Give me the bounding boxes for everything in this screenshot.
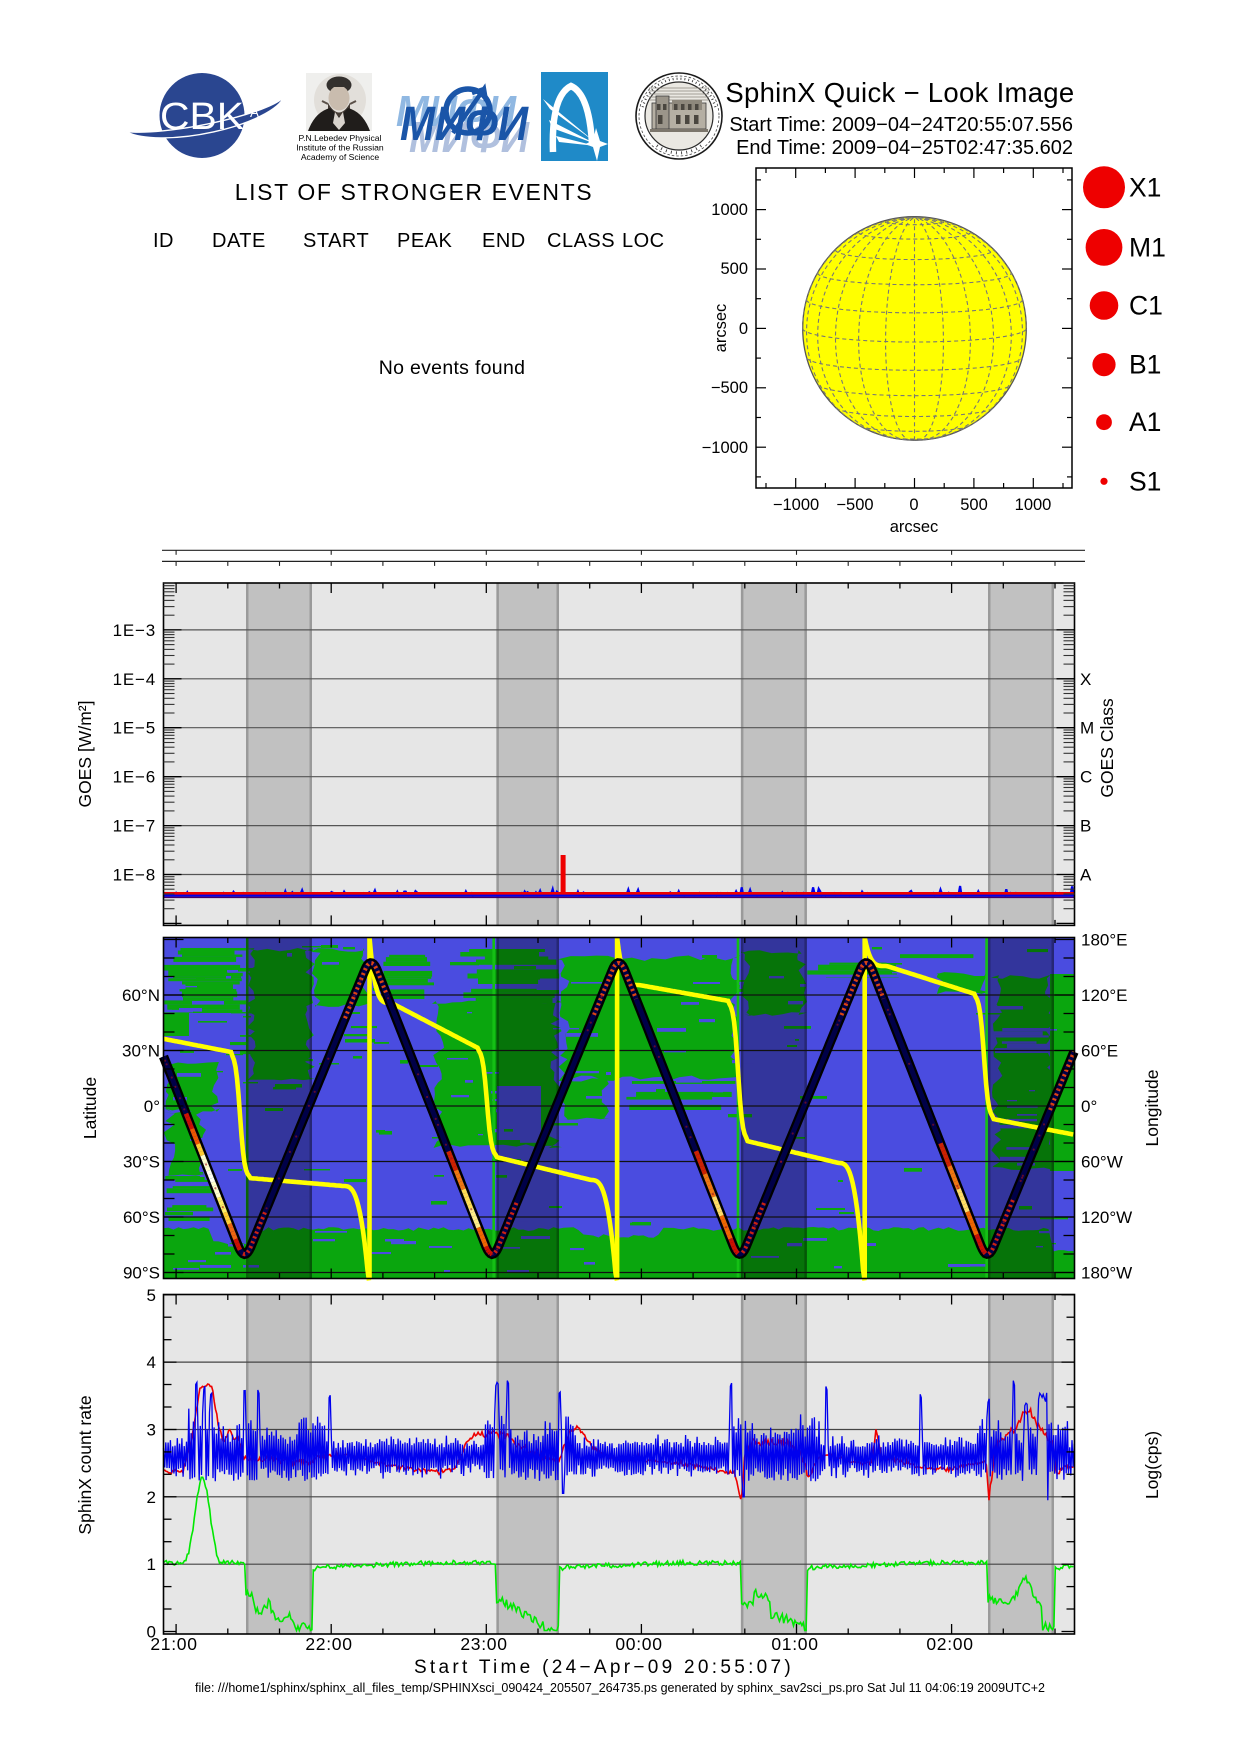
svg-text:1E−7: 1E−7	[113, 817, 156, 836]
svg-text:0°: 0°	[1081, 1097, 1097, 1116]
svg-text:60°N: 60°N	[122, 986, 160, 1005]
svg-text:5: 5	[147, 1286, 156, 1305]
svg-text:M: M	[1080, 719, 1095, 738]
svg-text:END: END	[482, 230, 526, 252]
svg-text:1E−6: 1E−6	[113, 768, 156, 787]
svg-text:30°S: 30°S	[123, 1153, 160, 1172]
svg-text:500: 500	[960, 496, 988, 514]
svg-text:1E−4: 1E−4	[113, 670, 156, 689]
svg-text:LIST OF STRONGER EVENTS: LIST OF STRONGER EVENTS	[235, 179, 593, 205]
svg-text:Start Time: 2009−04−24T20:55:0: Start Time: 2009−04−24T20:55:07.556	[729, 114, 1073, 136]
svg-text:LOC: LOC	[622, 230, 665, 252]
svg-text:Latitude: Latitude	[80, 1077, 100, 1139]
svg-text:GOES Class: GOES Class	[1097, 698, 1117, 797]
svg-text:3: 3	[147, 1421, 156, 1440]
svg-text:A1: A1	[1129, 407, 1161, 437]
svg-text:23:00: 23:00	[460, 1634, 507, 1654]
svg-text:0: 0	[739, 320, 748, 338]
svg-text:End Time: 2009−04−25T02:47:35.: End Time: 2009−04−25T02:47:35.602	[736, 137, 1073, 159]
svg-text:02:00: 02:00	[926, 1634, 973, 1654]
svg-text:N: N	[253, 118, 263, 133]
svg-text:0°: 0°	[144, 1097, 160, 1116]
svg-text:21:00: 21:00	[150, 1634, 197, 1654]
svg-text:B: B	[1080, 817, 1092, 836]
svg-text:180°W: 180°W	[1081, 1264, 1132, 1283]
svg-text:30°N: 30°N	[122, 1042, 160, 1061]
svg-text:Start Time (24−Apr−09 20:55:07: Start Time (24−Apr−09 20:55:07)	[414, 1657, 794, 1678]
svg-text:1E−8: 1E−8	[113, 866, 156, 885]
svg-text:Log(cps): Log(cps)	[1142, 1431, 1162, 1499]
svg-text:arcsec: arcsec	[712, 304, 730, 353]
svg-text:C1: C1	[1129, 291, 1163, 321]
svg-text:500: 500	[720, 260, 748, 278]
svg-text:2: 2	[147, 1488, 156, 1507]
svg-text:START: START	[303, 230, 369, 252]
svg-text:60°E: 60°E	[1081, 1042, 1118, 1061]
svg-text:01:00: 01:00	[771, 1634, 818, 1654]
svg-text:−500: −500	[836, 496, 873, 514]
svg-text:Institute of the Russian: Institute of the Russian	[296, 143, 384, 153]
svg-text:X: X	[1080, 670, 1092, 689]
svg-text:GOES [W/m²]: GOES [W/m²]	[75, 701, 95, 808]
svg-text:CLASS: CLASS	[547, 230, 615, 252]
svg-text:4: 4	[147, 1353, 156, 1372]
svg-text:ID: ID	[153, 230, 174, 252]
svg-text:SphinX count rate: SphinX count rate	[75, 1395, 95, 1534]
svg-text:SphinX Quick − Look Image: SphinX Quick − Look Image	[725, 77, 1074, 108]
svg-text:1: 1	[147, 1555, 156, 1574]
svg-text:90°S: 90°S	[123, 1264, 160, 1283]
svg-text:S1: S1	[1129, 466, 1161, 496]
svg-text:Academy of Science: Academy of Science	[301, 152, 380, 162]
svg-text:P.N.Lebedev Physical: P.N.Lebedev Physical	[299, 133, 382, 143]
svg-text:22:00: 22:00	[305, 1634, 352, 1654]
svg-text:120°W: 120°W	[1081, 1208, 1132, 1227]
svg-text:B1: B1	[1129, 350, 1161, 380]
svg-text:X1: X1	[1129, 172, 1161, 202]
svg-text:1E−5: 1E−5	[113, 719, 156, 738]
svg-text:60°W: 60°W	[1081, 1153, 1123, 1172]
svg-text:МИФИ: МИФИ	[400, 98, 529, 151]
svg-text:−500: −500	[711, 379, 748, 397]
svg-text:No events found: No events found	[379, 357, 526, 379]
svg-text:M1: M1	[1129, 232, 1166, 262]
svg-text:Longitude: Longitude	[1142, 1070, 1162, 1147]
svg-text:file: ///home1/sphinx/sphinx_a: file: ///home1/sphinx/sphinx_all_files_t…	[195, 1681, 1045, 1695]
svg-text:180°E: 180°E	[1081, 931, 1128, 950]
svg-text:A: A	[1080, 866, 1092, 885]
svg-text:00:00: 00:00	[615, 1634, 662, 1654]
svg-text:DATE: DATE	[212, 230, 266, 252]
svg-text:−1000: −1000	[773, 496, 819, 514]
svg-text:−1000: −1000	[702, 439, 748, 457]
svg-text:0: 0	[909, 496, 918, 514]
svg-text:PEAK: PEAK	[397, 230, 453, 252]
svg-text:1000: 1000	[711, 201, 748, 219]
svg-text:120°E: 120°E	[1081, 986, 1128, 1005]
svg-text:CBK: CBK	[160, 96, 244, 138]
svg-text:arcsec: arcsec	[890, 518, 939, 536]
svg-text:C: C	[1080, 768, 1093, 787]
svg-text:60°S: 60°S	[123, 1208, 160, 1227]
svg-text:1E−3: 1E−3	[113, 621, 156, 640]
svg-text:1000: 1000	[1015, 496, 1052, 514]
